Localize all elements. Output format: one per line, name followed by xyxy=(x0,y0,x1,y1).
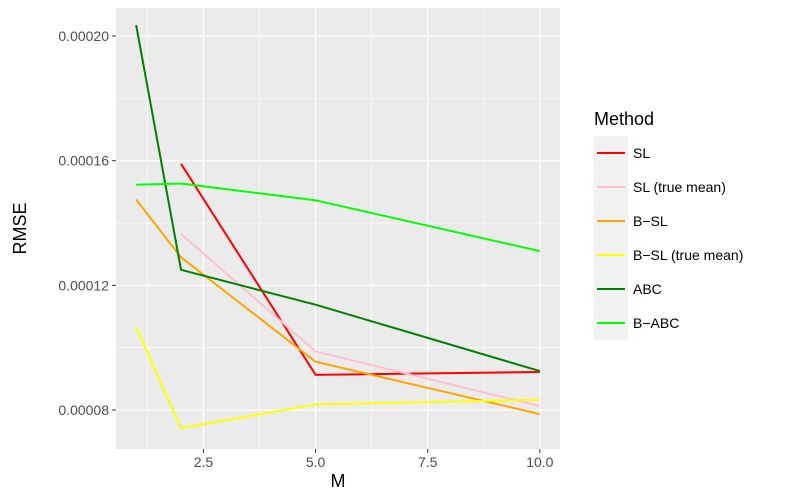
legend-label: SL (true mean) xyxy=(633,179,726,195)
y-tick-label: 0.00016 xyxy=(58,153,109,169)
series-line xyxy=(135,327,540,430)
legend-items: SL SL (true mean) B−SL B−SL (true mean) ABC B… xyxy=(594,136,743,340)
series-line xyxy=(180,163,540,376)
y-tick-label: 0.00020 xyxy=(58,28,109,44)
legend-title: Method xyxy=(594,109,654,129)
legend-item: B−ABC xyxy=(594,306,679,340)
legend-item: ABC xyxy=(594,272,662,306)
x-tick-label: 10.0 xyxy=(526,454,553,470)
x-tick-label: 5.0 xyxy=(306,454,326,470)
series-line xyxy=(135,24,541,373)
legend-label: B−SL (true mean) xyxy=(633,247,743,263)
series-line xyxy=(180,233,541,407)
legend-label: B−ABC xyxy=(633,315,679,331)
x-tick-label: 2.5 xyxy=(194,454,214,470)
plot-panel xyxy=(116,8,560,449)
x-axis-ticks: 2.5 5.0 7.5 10.0 xyxy=(194,449,554,470)
x-tick-label: 7.5 xyxy=(418,454,438,470)
legend-item: SL xyxy=(594,136,650,170)
legend-item: SL (true mean) xyxy=(594,170,726,204)
legend-label: B−SL xyxy=(633,213,668,229)
y-tick-label: 0.00012 xyxy=(58,277,109,293)
legend: Method SL SL (true mean) B−SL B−SL (true me… xyxy=(594,109,743,340)
legend-label: ABC xyxy=(633,281,662,297)
x-axis-title: M xyxy=(331,471,346,491)
y-tick-label: 0.00008 xyxy=(58,402,109,418)
legend-label: SL xyxy=(633,145,650,161)
legend-item: B−SL xyxy=(594,204,668,238)
y-axis-ticks: 0.00008 0.00012 0.00016 0.00020 xyxy=(58,28,116,418)
y-axis-title: RMSE xyxy=(10,202,30,254)
major-gridlines xyxy=(116,8,560,449)
series-line xyxy=(135,199,541,416)
series-lines xyxy=(135,24,541,430)
legend-item: B−SL (true mean) xyxy=(594,238,743,272)
series-line xyxy=(136,182,541,253)
